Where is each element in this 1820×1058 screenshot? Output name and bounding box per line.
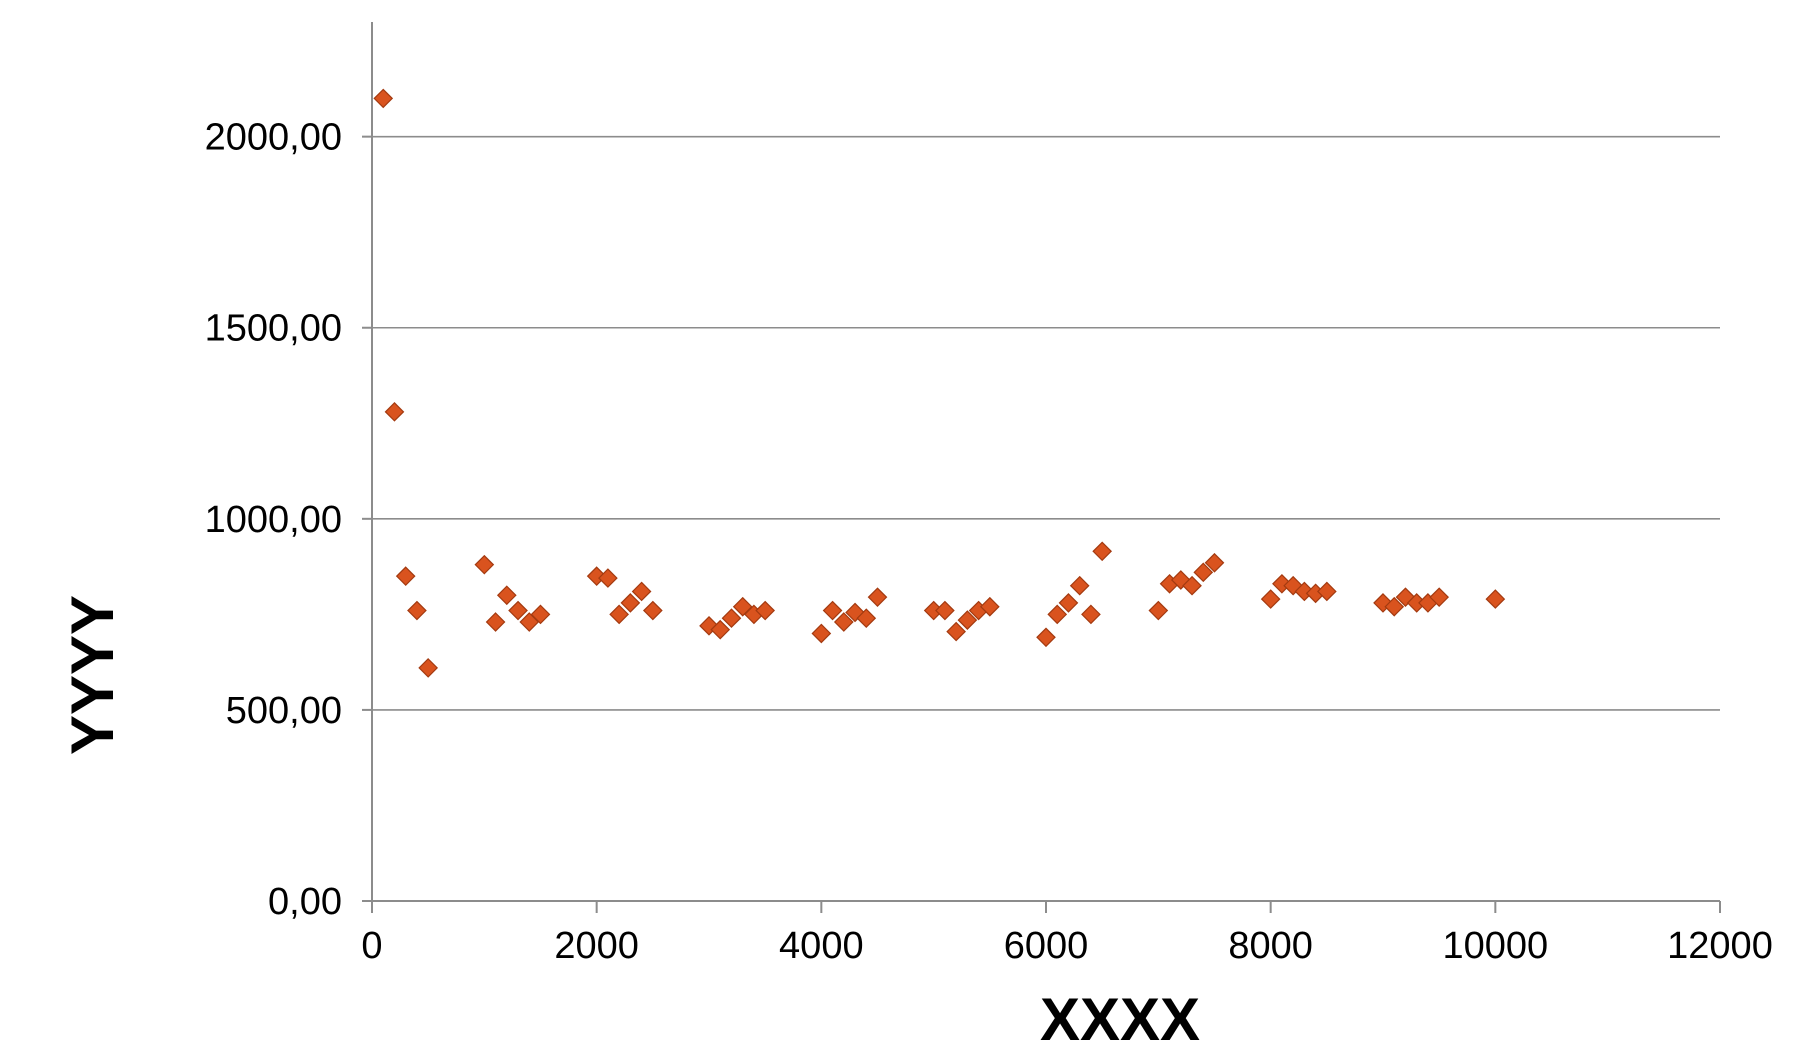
data-point: [732, 596, 753, 617]
data-point: [1485, 589, 1506, 609]
data-point: [822, 600, 843, 621]
tick-labels: 0,00 500,00 1000,00 1500,00 2000,00 0 2000 4000…: [205, 117, 1773, 967]
y-tick-label: 0,00: [268, 881, 342, 923]
data-point: [474, 554, 495, 575]
y-tick-label: 1000,00: [205, 499, 342, 541]
x-tick-label: 6000: [1004, 925, 1089, 967]
x-tick-label: 4000: [779, 925, 864, 967]
y-tick-label: 2000,00: [205, 117, 342, 159]
data-point: [508, 600, 528, 621]
data-point: [395, 566, 416, 587]
data-point: [710, 619, 731, 640]
data-point: [755, 600, 776, 621]
data-point: [1193, 562, 1214, 583]
y-tick-label: 500,00: [226, 690, 342, 732]
data-point: [642, 600, 663, 621]
data-point: [1047, 604, 1068, 625]
data-point: [373, 88, 394, 109]
data-point: [1182, 575, 1202, 596]
data-point: [1204, 552, 1225, 573]
data-point: [609, 604, 629, 625]
data-point: [957, 610, 978, 630]
data-point: [867, 587, 888, 608]
data-points: [373, 88, 1506, 678]
x-tick-label: 8000: [1228, 925, 1313, 967]
data-point: [631, 581, 652, 602]
data-point: [496, 585, 517, 606]
data-point: [1429, 587, 1450, 608]
data-point: [1058, 593, 1079, 613]
data-point: [598, 568, 618, 588]
data-point: [1260, 589, 1281, 609]
data-point: [946, 621, 966, 642]
data-point: [1069, 575, 1090, 596]
data-point: [935, 600, 955, 621]
data-point: [1081, 604, 1101, 625]
data-point: [530, 604, 551, 625]
axes: [362, 22, 1721, 913]
data-point: [407, 600, 427, 621]
data-point: [833, 612, 854, 632]
gridlines: [372, 135, 1720, 711]
y-axis-title: YYYY: [59, 595, 126, 755]
data-point: [519, 612, 540, 632]
data-point: [384, 401, 405, 422]
x-tick-label: 2000: [554, 925, 639, 967]
data-point: [418, 658, 439, 678]
data-point: [1384, 596, 1405, 617]
data-point: [811, 623, 832, 644]
x-axis-title: XXXX: [1040, 986, 1200, 1053]
x-tick-label: 12000: [1667, 925, 1773, 967]
data-point: [856, 608, 877, 629]
x-tick-label: 10000: [1442, 925, 1548, 967]
data-point: [1092, 541, 1113, 562]
data-point: [1036, 627, 1056, 648]
data-point: [1148, 600, 1169, 621]
x-tick-label: 0: [361, 925, 382, 967]
data-point: [979, 596, 1000, 617]
data-point: [721, 608, 742, 629]
data-point: [1316, 581, 1337, 602]
data-point: [620, 593, 641, 613]
data-point: [485, 612, 506, 632]
y-tick-label: 1500,00: [205, 308, 342, 350]
